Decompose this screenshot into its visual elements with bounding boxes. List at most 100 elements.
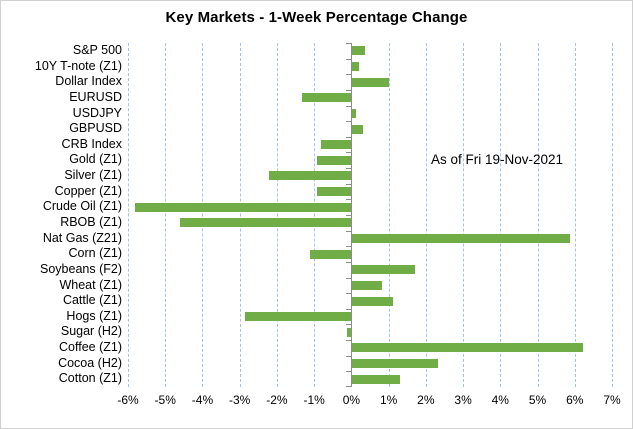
category-axis-labels: S&P 500 10Y T-note (Z1) Dollar Index EURUSD… — [1, 43, 122, 387]
category-label: Dollar Index — [55, 74, 122, 89]
gridline — [276, 43, 278, 387]
axis-tick — [345, 90, 351, 91]
axis-tick — [345, 356, 351, 357]
bar-copper-z1 — [317, 187, 351, 197]
axis-tick — [345, 215, 351, 216]
category-label: Wheat (Z1) — [59, 277, 122, 292]
category-label: Cotton (Z1) — [58, 371, 122, 386]
axis-tick — [345, 74, 351, 75]
category-label: GBPUSD — [69, 121, 122, 136]
gridline — [500, 43, 502, 387]
gridline — [537, 43, 539, 387]
x-tick-label: -4% — [191, 393, 214, 407]
bar-s-p-500 — [351, 46, 365, 56]
gridline — [574, 43, 576, 387]
x-tick-label: 2% — [417, 393, 435, 407]
bar-gbpusd — [351, 124, 364, 134]
x-tick-label: -6% — [117, 393, 139, 407]
axis-tick — [345, 106, 351, 107]
x-tick-label: -5% — [154, 393, 176, 407]
x-tick-label: 5% — [528, 393, 547, 407]
axis-tick — [345, 246, 351, 247]
category-label: 10Y T-note (Z1) — [34, 58, 122, 73]
bar-nat-gas-z21 — [351, 233, 570, 243]
zero-axis-line — [350, 43, 353, 387]
as-of-date-annotation: As of Fri 19-Nov-2021 — [431, 152, 564, 167]
category-label: Gold (Z1) — [69, 152, 122, 167]
bar-cocoa-h2 — [351, 359, 438, 369]
x-axis-labels: -6% -5% -4% -3% -2% -1% 0% 1% 2% 3% 4% 5% 6% 7% — [1, 393, 632, 411]
axis-tick — [345, 168, 351, 169]
bar-cotton-z1 — [351, 374, 401, 384]
x-tick-label: -3% — [229, 393, 251, 407]
category-label: EURUSD — [69, 89, 122, 104]
bar-dollar-index — [351, 77, 390, 87]
bar-wheat-z1 — [351, 280, 382, 290]
bar-crude-oil-z1 — [134, 202, 351, 212]
axis-tick — [345, 137, 351, 138]
x-tick-label: 4% — [491, 393, 509, 407]
bar-gold-z1 — [317, 155, 351, 165]
axis-tick — [345, 340, 351, 341]
category-label: CRB Index — [61, 136, 122, 151]
axis-tick — [345, 386, 351, 387]
axis-tick — [345, 43, 351, 44]
bar-usdjpy — [351, 108, 356, 118]
bar-sugar-h2 — [347, 327, 351, 337]
category-label: Cocoa (H2) — [58, 355, 122, 370]
bar-hogs-z1 — [244, 312, 351, 322]
bar-soybeans-f2 — [351, 265, 416, 275]
category-label: RBOB (Z1) — [60, 215, 122, 229]
axis-tick — [345, 262, 351, 263]
category-label: Crude Oil (Z1) — [42, 199, 122, 214]
category-label: Soybeans (F2) — [40, 261, 122, 276]
plot-area — [128, 43, 613, 387]
category-label: USDJPY — [72, 105, 122, 120]
axis-tick — [345, 371, 351, 372]
bar-crb-index — [321, 140, 351, 150]
axis-tick — [345, 121, 351, 122]
gridline — [239, 43, 241, 387]
bar-10y-t-note-z1 — [351, 61, 360, 71]
x-tick-label: 3% — [454, 393, 472, 407]
axis-tick — [345, 324, 351, 325]
x-tick-label: 7% — [603, 393, 621, 407]
gridline — [165, 43, 167, 387]
bar-cattle-z1 — [351, 296, 393, 306]
category-label: S&P 500 — [72, 43, 122, 57]
category-label: Nat Gas (Z21) — [42, 230, 122, 245]
gridline — [202, 43, 204, 387]
chart-title: Key Markets - 1-Week Percentage Change — [165, 9, 468, 26]
gridline — [463, 43, 465, 387]
gridline — [128, 43, 129, 387]
axis-tick — [345, 152, 351, 153]
gridline — [612, 43, 613, 387]
bar-eurusd — [302, 93, 351, 103]
axis-tick — [345, 199, 351, 200]
category-label: Cattle (Z1) — [62, 293, 122, 308]
category-label: Silver (Z1) — [64, 168, 122, 183]
axis-tick — [345, 278, 351, 279]
x-tick-label: -1% — [303, 393, 325, 407]
category-label: Coffee (Z1) — [59, 340, 122, 355]
x-tick-label: -2% — [266, 393, 288, 407]
axis-tick — [345, 293, 351, 294]
axis-tick — [345, 59, 351, 60]
gridline — [388, 43, 390, 387]
bar-silver-z1 — [268, 171, 351, 181]
category-label: Corn (Z1) — [68, 246, 122, 261]
category-label: Sugar (H2) — [60, 324, 122, 339]
bar-coffee-z1 — [351, 343, 583, 353]
x-tick-label: 0% — [342, 393, 361, 407]
axis-tick — [345, 231, 351, 232]
x-tick-label: 1% — [379, 393, 398, 407]
category-label: Hogs (Z1) — [66, 308, 122, 323]
category-label: Copper (Z1) — [54, 183, 122, 198]
axis-tick — [345, 184, 351, 185]
gridline — [425, 43, 427, 387]
axis-tick — [345, 309, 351, 310]
bar-rbob-z1 — [179, 218, 351, 228]
x-tick-label: 6% — [566, 393, 584, 407]
gridline — [314, 43, 316, 387]
